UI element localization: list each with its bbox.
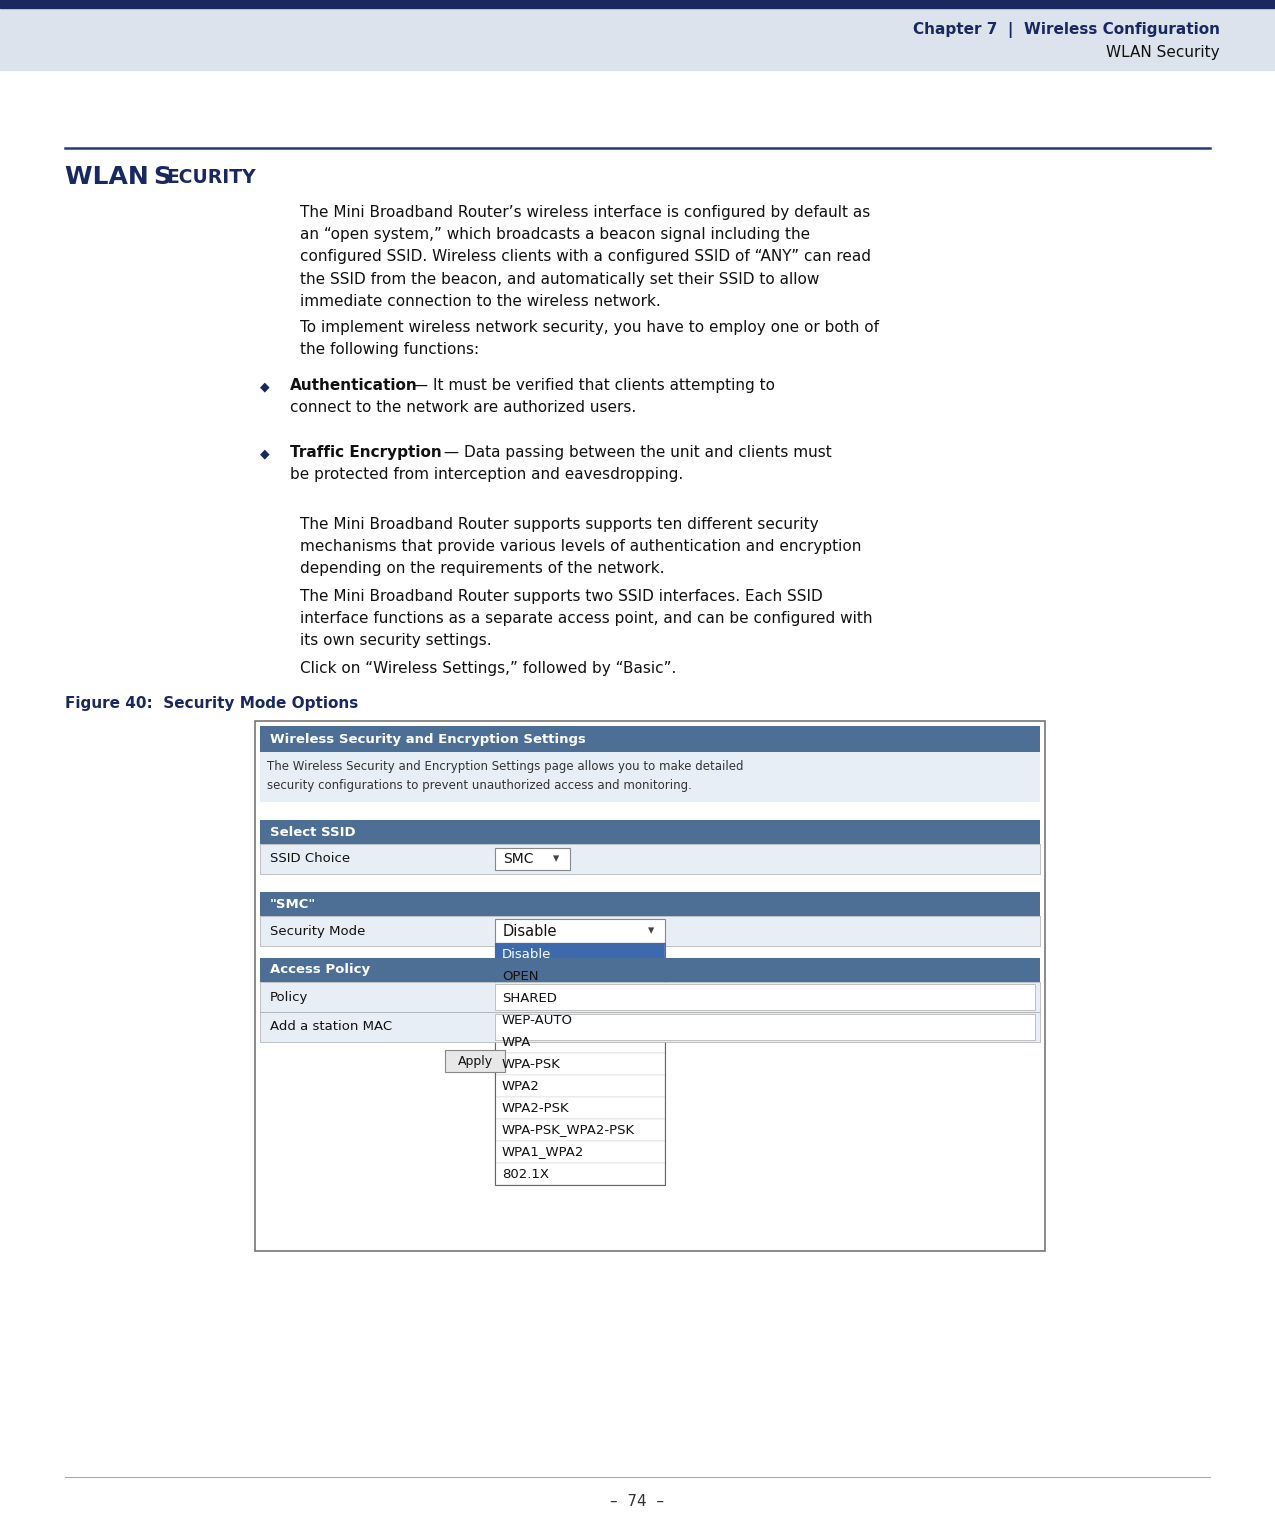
Bar xyxy=(260,820,1040,844)
Text: Chapter 7  |  Wireless Configuration: Chapter 7 | Wireless Configuration xyxy=(913,21,1220,38)
Text: ◆: ◆ xyxy=(260,447,269,460)
Text: S: S xyxy=(153,165,171,188)
Bar xyxy=(0,8,1275,70)
Text: Wireless Security and Encryption Settings: Wireless Security and Encryption Setting… xyxy=(270,732,586,746)
Text: — It must be verified that clients attempting to: — It must be verified that clients attem… xyxy=(408,378,775,394)
Bar xyxy=(495,1141,666,1163)
Text: The Wireless Security and Encryption Settings page allows you to make detailed
s: The Wireless Security and Encryption Set… xyxy=(266,760,743,792)
Bar xyxy=(260,916,1040,945)
Bar xyxy=(495,1014,1035,1040)
Text: –  74  –: – 74 – xyxy=(611,1495,664,1509)
Bar xyxy=(0,0,1275,8)
Text: ECURITY: ECURITY xyxy=(166,169,255,187)
Text: Policy: Policy xyxy=(270,991,309,1003)
Text: Authentication: Authentication xyxy=(289,378,418,394)
Text: The Mini Broadband Router’s wireless interface is configured by default as
an “o: The Mini Broadband Router’s wireless int… xyxy=(300,205,871,309)
Text: WPA: WPA xyxy=(502,1036,532,1048)
Bar xyxy=(495,919,666,944)
Bar xyxy=(495,984,1035,1010)
Text: Disable: Disable xyxy=(504,924,557,939)
Text: Traffic Encryption: Traffic Encryption xyxy=(289,444,441,460)
Text: Select SSID: Select SSID xyxy=(270,826,356,838)
Text: ◆: ◆ xyxy=(260,380,269,394)
Text: SMC: SMC xyxy=(504,852,533,866)
Bar xyxy=(495,987,666,1010)
Text: To implement wireless network security, you have to employ one or both of
the fo: To implement wireless network security, … xyxy=(300,320,878,357)
Text: The Mini Broadband Router supports supports ten different security
mechanisms th: The Mini Broadband Router supports suppo… xyxy=(300,516,862,576)
Text: ▾: ▾ xyxy=(648,924,654,938)
Text: Add a station MAC: Add a station MAC xyxy=(270,1020,393,1034)
Bar xyxy=(495,1075,666,1097)
Text: SHARED: SHARED xyxy=(502,991,557,1005)
Text: ▾: ▾ xyxy=(553,852,560,866)
Text: Access Policy: Access Policy xyxy=(270,964,370,976)
Text: Security Mode: Security Mode xyxy=(270,924,366,938)
Text: WLAN: WLAN xyxy=(65,165,158,188)
Bar xyxy=(260,1013,1040,1042)
Text: 802.1X: 802.1X xyxy=(502,1167,550,1181)
Text: WPA2-PSK: WPA2-PSK xyxy=(502,1102,570,1114)
Bar xyxy=(260,982,1040,1013)
Bar xyxy=(495,944,666,965)
Bar xyxy=(495,1097,666,1118)
Text: WPA-PSK_WPA2-PSK: WPA-PSK_WPA2-PSK xyxy=(502,1123,635,1137)
Bar xyxy=(445,1049,505,1072)
Bar xyxy=(495,965,666,987)
Bar xyxy=(255,722,1046,1252)
Bar xyxy=(260,844,1040,873)
Bar xyxy=(495,944,666,1184)
Text: OPEN: OPEN xyxy=(502,970,538,982)
Bar xyxy=(495,1010,666,1031)
Bar xyxy=(495,1163,666,1184)
Text: WPA-PSK: WPA-PSK xyxy=(502,1057,561,1071)
Bar xyxy=(260,726,1040,752)
Bar xyxy=(495,1052,666,1075)
Bar xyxy=(260,958,1040,982)
Text: be protected from interception and eavesdropping.: be protected from interception and eaves… xyxy=(289,467,683,483)
Text: SSID Choice: SSID Choice xyxy=(270,852,351,866)
Text: WPA2: WPA2 xyxy=(502,1080,539,1092)
Text: Click on “Wireless Settings,” followed by “Basic”.: Click on “Wireless Settings,” followed b… xyxy=(300,660,676,676)
Bar xyxy=(260,892,1040,916)
Text: connect to the network are authorized users.: connect to the network are authorized us… xyxy=(289,400,636,415)
Text: WEP-AUTO: WEP-AUTO xyxy=(502,1014,572,1026)
Text: WPA1_WPA2: WPA1_WPA2 xyxy=(502,1146,584,1158)
Text: — Data passing between the unit and clients must: — Data passing between the unit and clie… xyxy=(439,444,831,460)
Text: Apply: Apply xyxy=(458,1054,492,1068)
Text: "SMC": "SMC" xyxy=(270,898,316,910)
Text: WLAN Security: WLAN Security xyxy=(1107,44,1220,60)
Bar xyxy=(495,849,570,870)
Text: The Mini Broadband Router supports two SSID interfaces. Each SSID
interface func: The Mini Broadband Router supports two S… xyxy=(300,588,872,648)
Text: Disable: Disable xyxy=(502,947,551,961)
Bar xyxy=(260,752,1040,801)
Bar xyxy=(495,1031,666,1052)
Bar xyxy=(495,1118,666,1141)
Text: Figure 40:  Security Mode Options: Figure 40: Security Mode Options xyxy=(65,696,358,711)
